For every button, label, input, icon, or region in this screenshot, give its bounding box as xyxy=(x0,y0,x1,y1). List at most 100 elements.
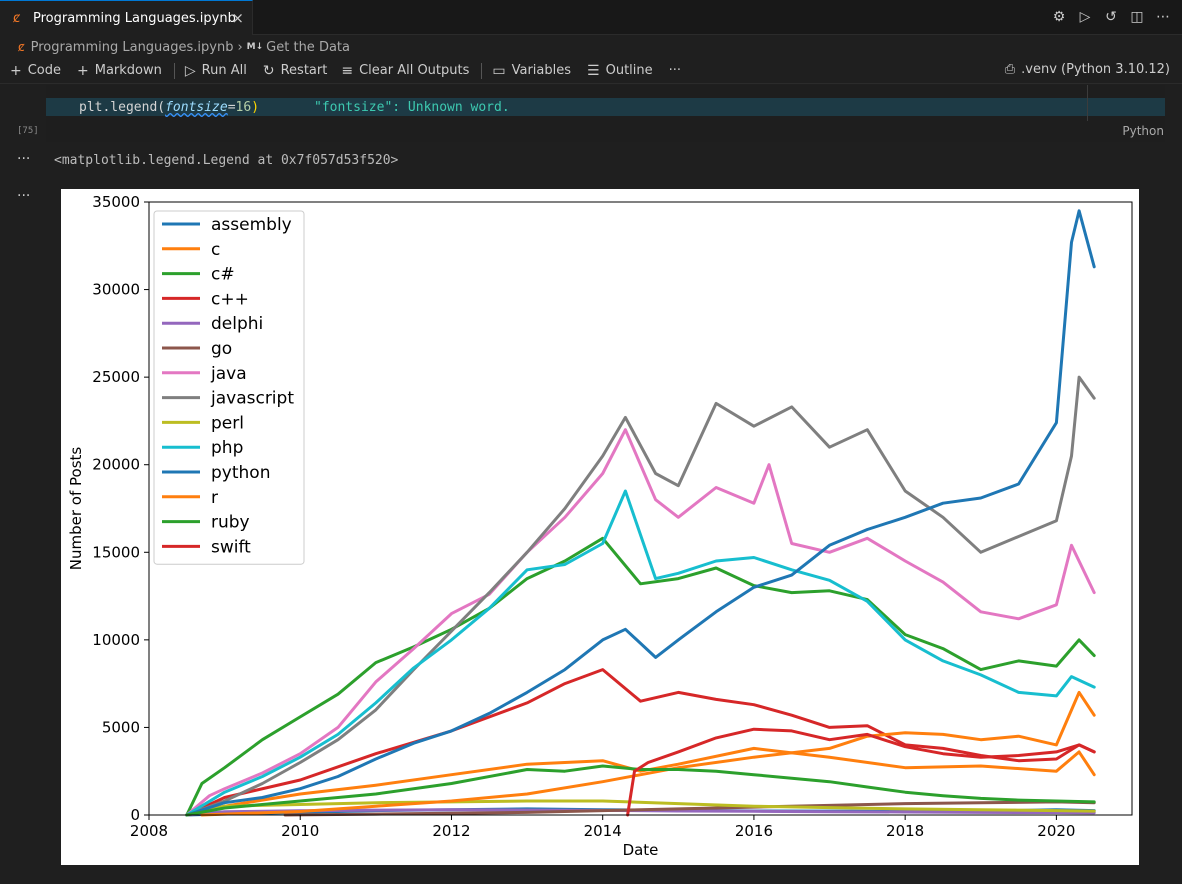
clear-outputs-label: Clear All Outputs xyxy=(359,63,470,78)
series-line-r xyxy=(200,690,1096,817)
legend-label: php xyxy=(211,438,243,458)
kernel-icon: ⎙ xyxy=(1004,62,1016,77)
legend-label: go xyxy=(211,339,232,359)
x-tick-label: 2014 xyxy=(584,822,622,840)
series-line-python xyxy=(185,209,1096,817)
chevron-right-icon: › xyxy=(237,39,243,55)
toolbar-divider xyxy=(173,62,175,79)
y-tick-label: 15000 xyxy=(92,543,140,561)
legend-label: perl xyxy=(211,413,244,433)
tab-title: Programming Languages.ipynb xyxy=(33,10,236,26)
outline-label: Outline xyxy=(605,63,653,78)
close-icon[interactable]: × xyxy=(231,9,244,27)
legend-label: r xyxy=(211,488,218,508)
plot-output: 2008 2010 2012 2014 2016 2018 2020 0 5000 10000 15… xyxy=(61,189,1139,865)
series-line-javascript xyxy=(185,375,1096,817)
run-all-label: Run All xyxy=(201,63,247,78)
variables-icon: ▭ xyxy=(492,62,506,79)
output-more-button[interactable]: ··· xyxy=(17,151,31,167)
legend-label: c++ xyxy=(211,289,249,309)
code-cell[interactable]: plt.legend(fontsize=16) "fontsize": Unkn… xyxy=(46,85,1165,142)
markdown-icon: M↓ xyxy=(246,42,264,52)
add-markdown-label: Markdown xyxy=(94,63,162,78)
legend-label: delphi xyxy=(211,314,263,334)
history-icon[interactable]: ↺ xyxy=(1105,9,1117,25)
x-tick-label: 2018 xyxy=(886,822,924,840)
x-tick-label: 2010 xyxy=(281,822,319,840)
legend-label: python xyxy=(211,463,270,483)
legend-label: assembly xyxy=(211,215,292,235)
code-close: ) xyxy=(251,100,260,115)
add-code-button[interactable]: + Code xyxy=(10,63,61,79)
run-icon: ▷ xyxy=(184,62,196,79)
tab-bar: ȼ Programming Languages.ipynb × ⚙ ▷ ↺ ◫ … xyxy=(0,0,1182,35)
code-line-highlight xyxy=(46,98,1165,116)
kernel-picker[interactable]: ⎙ .venv (Python 3.10.12) xyxy=(1005,62,1170,77)
run-all-button[interactable]: ▷ Run All xyxy=(185,63,247,79)
kernel-label: .venv (Python 3.10.12) xyxy=(1021,62,1170,77)
breadcrumb: ȼ Programming Languages.ipynb › M↓ Get t… xyxy=(18,37,350,57)
code-editor-line[interactable]: plt.legend(fontsize=16) xyxy=(79,100,259,115)
jupyter-icon: ȼ xyxy=(13,10,21,26)
series-line-c xyxy=(185,746,1096,817)
y-tick-label: 0 xyxy=(130,806,140,824)
y-tick-label: 10000 xyxy=(92,631,140,649)
notebook-toolbar: + Code + Markdown ▷ Run All ↻ Restart ≡ Clear… xyxy=(0,58,1182,84)
restart-label: Restart xyxy=(280,63,328,78)
y-tick-label: 5000 xyxy=(102,718,140,736)
variables-button[interactable]: ▭ Variables xyxy=(492,63,571,79)
run-icon[interactable]: ▷ xyxy=(1079,9,1091,25)
restart-icon: ↻ xyxy=(262,62,275,79)
x-tick-label: 2020 xyxy=(1037,822,1075,840)
toolbar-divider xyxy=(481,62,483,79)
list-icon: ☰ xyxy=(587,62,600,79)
more-toolbar-button[interactable]: ··· xyxy=(669,63,681,78)
cell-language[interactable]: Python xyxy=(1122,124,1164,138)
editor-actions: ⚙ ▷ ↺ ◫ ⋯ xyxy=(1050,8,1172,26)
legend-label: c xyxy=(211,240,220,260)
series-line-perl xyxy=(185,799,1096,817)
breadcrumb-section[interactable]: Get the Data xyxy=(266,39,350,55)
code-eq: = xyxy=(227,100,236,115)
y-axis-label: Number of Posts xyxy=(67,447,85,571)
output-text: <matplotlib.legend.Legend at 0x7f057d53f… xyxy=(54,153,399,168)
gear-icon[interactable]: ⚙ xyxy=(1052,9,1066,25)
code-param: fontsize xyxy=(165,100,228,115)
jupyter-icon: ȼ xyxy=(18,40,25,54)
breadcrumb-file[interactable]: Programming Languages.ipynb xyxy=(30,39,234,55)
y-tick-label: 35000 xyxy=(92,193,140,211)
series-line-c xyxy=(185,536,1096,817)
series-line-go xyxy=(283,800,1096,817)
line-chart: 2008 2010 2012 2014 2016 2018 2020 0 5000 10000 15… xyxy=(67,193,1133,859)
legend-label: javascript xyxy=(210,389,294,409)
y-tick-label: 30000 xyxy=(92,281,140,299)
legend-label: ruby xyxy=(211,513,250,533)
more-icon: ··· xyxy=(668,63,682,78)
spell-check-hint: "fontsize": Unknown word. xyxy=(314,100,510,115)
y-tick-label: 20000 xyxy=(92,456,140,474)
clear-outputs-button[interactable]: ≡ Clear All Outputs xyxy=(341,63,469,79)
series-line-ruby xyxy=(185,764,1096,817)
add-code-label: Code xyxy=(27,63,62,78)
series-line-java xyxy=(185,428,1096,817)
split-editor-icon[interactable]: ◫ xyxy=(1130,9,1144,25)
x-tick-label: 2012 xyxy=(432,822,470,840)
more-actions-icon[interactable]: ⋯ xyxy=(1156,9,1170,25)
restart-button[interactable]: ↻ Restart xyxy=(263,63,327,79)
legend-label: c# xyxy=(211,265,235,285)
legend-label: java xyxy=(210,364,247,384)
tab-notebook[interactable]: ȼ Programming Languages.ipynb × xyxy=(0,0,253,35)
code-value: 16 xyxy=(235,100,252,115)
clear-all-icon: ≡ xyxy=(341,62,354,79)
outline-button[interactable]: ☰ Outline xyxy=(587,63,653,79)
code-call: plt.legend( xyxy=(79,100,166,115)
series-line-php xyxy=(185,489,1096,817)
legend-label: swift xyxy=(211,537,251,557)
add-markdown-button[interactable]: + Markdown xyxy=(77,63,162,79)
x-axis-label: Date xyxy=(623,841,659,859)
cell-divider xyxy=(1087,85,1088,121)
x-tick-label: 2016 xyxy=(735,822,773,840)
plot-frame xyxy=(148,201,1133,816)
variables-label: Variables xyxy=(511,63,572,78)
output-more-button[interactable]: ··· xyxy=(17,188,31,204)
